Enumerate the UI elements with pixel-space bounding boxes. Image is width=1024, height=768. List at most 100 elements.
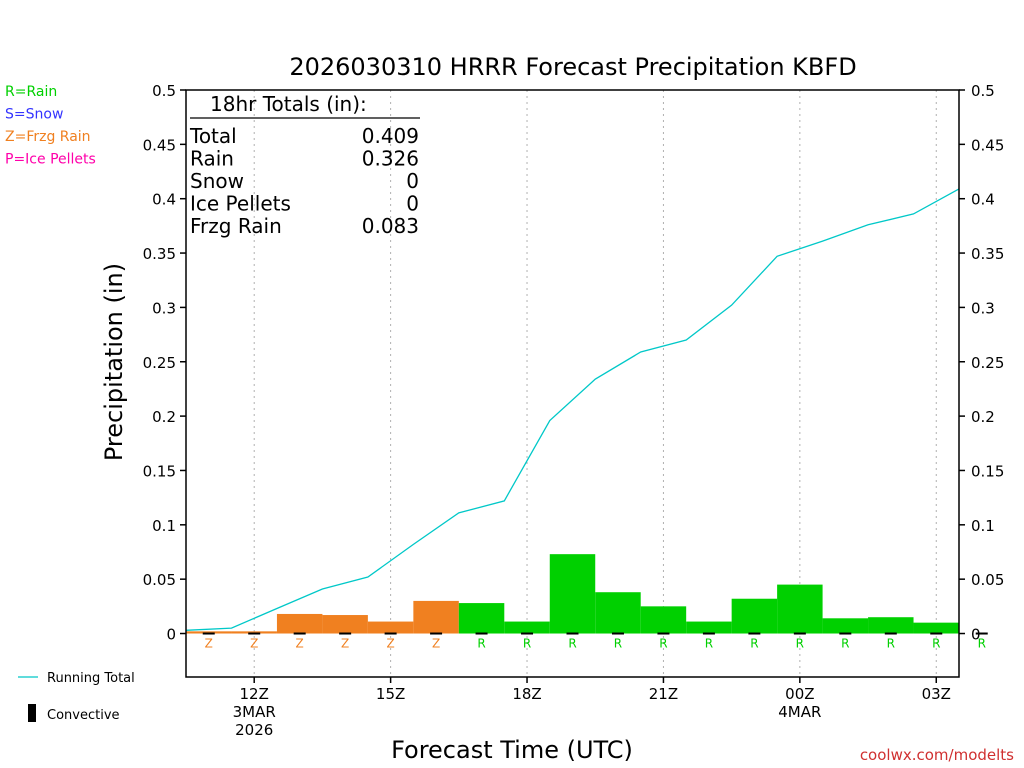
- totals-value: 0.083: [362, 214, 419, 238]
- convective-bar: [884, 632, 897, 635]
- precip-bar: [777, 584, 823, 634]
- grid-lines: [253, 90, 937, 677]
- precip-type-label: Z: [432, 637, 440, 651]
- precip-bar: [731, 598, 778, 634]
- running-total-line: [185, 188, 960, 631]
- convective-legend-label: Convective: [47, 708, 120, 723]
- type-legend-item: P=Ice Pellets: [5, 152, 96, 168]
- y-tick-label-left: 0.4: [152, 191, 176, 209]
- convective-bar: [339, 632, 352, 635]
- convective-bar: [248, 632, 261, 635]
- precip-type-label: R: [750, 637, 758, 651]
- x-tick-label: 18Z: [512, 685, 541, 703]
- y-tick-label-left: 0.3: [152, 299, 176, 317]
- y-tick-label-right: 0.45: [971, 136, 1004, 154]
- totals-label: Frzg Rain: [190, 214, 282, 238]
- convective-bar: [384, 632, 397, 635]
- convective-bar: [748, 632, 761, 635]
- totals-label: Total: [189, 124, 237, 148]
- precip-type-label: Z: [205, 637, 213, 651]
- precip-bar: [186, 631, 232, 634]
- x-tick-label: 3MAR: [233, 703, 276, 721]
- y-tick-label-left: 0.15: [143, 462, 176, 480]
- precip-bar: [549, 554, 596, 634]
- y-tick-label-right: 0.25: [971, 354, 1004, 372]
- y-tick-label-left: 0.45: [143, 136, 176, 154]
- y-tick-label-right: 0.15: [971, 462, 1004, 480]
- y-tick-label-left: 0.25: [143, 354, 176, 372]
- precip-bar: [413, 600, 459, 634]
- y-tick-label-right: 0: [971, 626, 981, 644]
- precip-type-label: R: [796, 637, 804, 651]
- precip-type-label: Z: [296, 637, 304, 651]
- convective-bar: [793, 632, 806, 635]
- x-tick-label: 12Z: [240, 685, 269, 703]
- totals-value: 0.326: [362, 147, 419, 171]
- y-tick-label-left: 0.35: [143, 245, 176, 263]
- totals-heading: 18hr Totals (in):: [210, 92, 367, 116]
- x-tick-label: 03Z: [922, 685, 951, 703]
- totals-label: Snow: [190, 169, 244, 193]
- plot-frame: [185, 89, 960, 678]
- totals-label: Ice Pellets: [190, 192, 291, 216]
- convective-bar: [975, 632, 988, 635]
- precip-type-legend: R=Rain S=Snow Z=Frzg Rain P=Ice Pellets: [5, 84, 96, 168]
- x-tick-label: 2026: [235, 721, 273, 739]
- convective-bar: [521, 632, 534, 635]
- y-tick-label-left: 0.5: [152, 82, 176, 100]
- precip-type-label: R: [568, 637, 576, 651]
- type-legend-item: R=Rain: [5, 84, 57, 100]
- y-tick-label-right: 0.4: [971, 191, 995, 209]
- precip-type-label: R: [978, 637, 986, 651]
- y-axis-title: Precipitation (in): [100, 263, 128, 461]
- convective-bar: [657, 632, 670, 635]
- precip-type-label: R: [659, 637, 667, 651]
- y-tick-label-left: 0.05: [143, 571, 176, 589]
- y-tick-label-right: 0.3: [971, 299, 995, 317]
- convective-bar: [839, 632, 852, 635]
- y-tick-label-right: 0.5: [971, 82, 995, 100]
- precip-type-label: R: [705, 637, 713, 651]
- convective-bar: [202, 632, 215, 635]
- precip-type-label: Z: [387, 637, 395, 651]
- precip-type-label: R: [932, 637, 940, 651]
- precip-type-label: R: [841, 637, 849, 651]
- type-legend-item: S=Snow: [5, 107, 63, 123]
- precip-type-label: R: [614, 637, 622, 651]
- totals-value: 0: [406, 169, 419, 193]
- y-tick-label-left: 0.1: [152, 517, 176, 535]
- precip-bar: [231, 631, 277, 634]
- y-tick-label-left: 0: [166, 626, 176, 644]
- convective-bar: [475, 632, 488, 635]
- credit-link[interactable]: coolwx.com/modelts: [860, 746, 1014, 764]
- precip-bar: [367, 621, 414, 634]
- x-tick-label: 21Z: [649, 685, 678, 703]
- totals-value: 0.409: [362, 124, 419, 148]
- precip-bar: [276, 613, 323, 634]
- totals-label: Rain: [190, 147, 234, 171]
- running-total-legend-label: Running Total: [47, 671, 135, 686]
- precip-bar: [458, 603, 505, 634]
- convective-bar: [430, 632, 443, 635]
- precip-bar: [686, 621, 732, 634]
- precip-type-label: Z: [341, 637, 349, 651]
- precip-bar: [822, 618, 869, 634]
- x-tick-label: 15Z: [376, 685, 405, 703]
- chart-title: 2026030310 HRRR Forecast Precipitation K…: [289, 53, 856, 81]
- y-tick-label-right: 0.05: [971, 571, 1004, 589]
- y-axis-ticks: 0 00.05 0.050.1 0.10.15 0.150.2 0.20.25 0.250.…: [143, 82, 1005, 644]
- x-axis-title: Forecast Time (UTC): [391, 736, 633, 764]
- precip-bar: [322, 615, 368, 634]
- x-tick-label: 00Z: [785, 685, 814, 703]
- convective-marks: [202, 632, 988, 635]
- precip-type-label: Z: [250, 637, 258, 651]
- precip-type-label: R: [887, 637, 895, 651]
- precip-type-label: R: [477, 637, 485, 651]
- precip-bar: [595, 592, 641, 634]
- x-tick-label: 4MAR: [778, 703, 821, 721]
- y-tick-label-left: 0.2: [152, 408, 176, 426]
- convective-bar: [930, 632, 943, 635]
- convective-bar: [566, 632, 579, 635]
- precip-type-label: R: [523, 637, 531, 651]
